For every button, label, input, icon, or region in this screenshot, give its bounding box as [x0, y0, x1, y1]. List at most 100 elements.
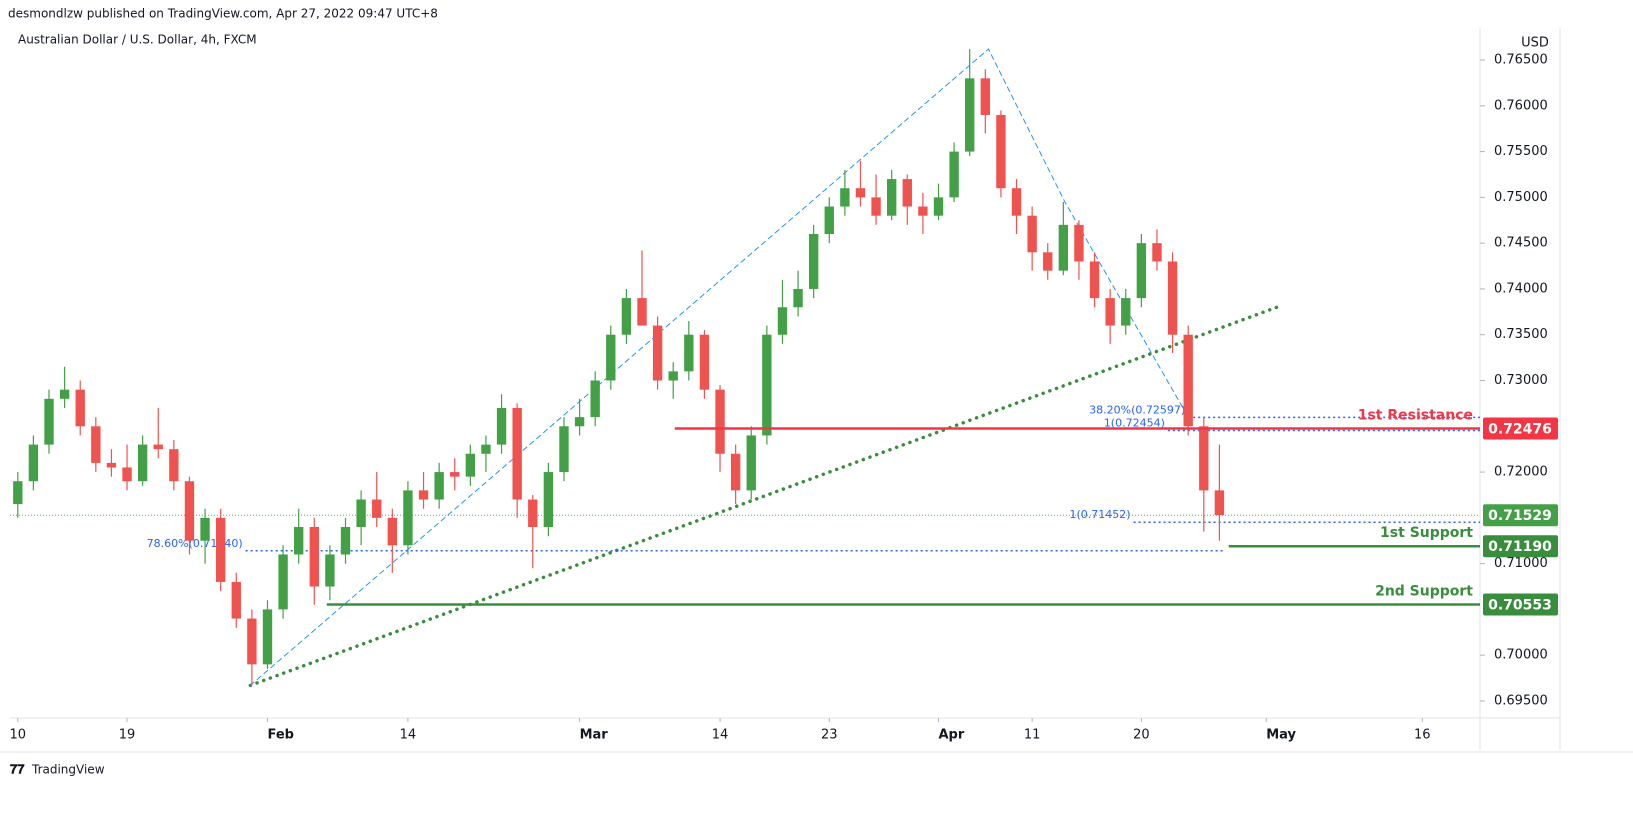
x-tick-label: Apr: [939, 728, 965, 743]
candle-body: [528, 499, 538, 528]
candle-body: [340, 527, 351, 555]
candle-body: [231, 581, 241, 619]
x-tick-label: May: [1266, 728, 1296, 743]
publisher: desmondlzw published on TradingView.com,…: [8, 7, 438, 21]
candle-body: [855, 188, 866, 198]
candle-body: [387, 517, 398, 546]
candle-body: [746, 435, 756, 491]
x-tick-label: 11: [1024, 728, 1041, 743]
y-tick-label: 0.75500: [1494, 144, 1548, 159]
candle-body: [918, 206, 928, 216]
candle-body: [153, 444, 163, 450]
candle-body: [91, 426, 101, 463]
candle-body: [1121, 298, 1131, 326]
candle-body: [684, 334, 694, 372]
candle-body: [137, 444, 148, 482]
x-tick-label: 19: [119, 728, 136, 743]
last-price-box: [1483, 504, 1558, 527]
x-tick-label: 16: [1414, 728, 1431, 743]
candle-body: [668, 371, 678, 381]
x-tick-label: 10: [10, 728, 27, 743]
trendline: [248, 304, 1283, 688]
x-tick-label: 20: [1133, 728, 1150, 743]
candle-body: [949, 151, 959, 198]
candle-body: [215, 517, 226, 582]
candle-body: [496, 407, 507, 445]
currency: USD: [1521, 36, 1549, 51]
level-price-label: 0.71190: [1488, 539, 1552, 555]
candle-body: [325, 554, 335, 587]
pattern-line: [249, 48, 1189, 686]
candle-body: [262, 609, 273, 665]
y-tick-label: 0.76000: [1494, 98, 1548, 113]
candle-body: [1152, 243, 1162, 262]
candle-body: [1136, 243, 1147, 299]
y-tick-label: 0.73000: [1494, 373, 1548, 388]
level-price-label: 0.72476: [1488, 421, 1552, 437]
candle-body: [122, 467, 132, 482]
candle-body: [606, 334, 616, 381]
candle-body: [169, 449, 179, 482]
x-tick-label: 14: [712, 728, 729, 743]
y-tick-label: 0.72000: [1494, 465, 1548, 480]
candle-body: [1214, 490, 1225, 516]
candle-body: [621, 298, 632, 335]
candle-body: [840, 188, 850, 207]
candle-body: [450, 472, 460, 477]
candle-body: [465, 453, 476, 477]
candle-body: [1043, 252, 1053, 271]
candle-body: [1167, 261, 1178, 335]
candle-body: [481, 444, 491, 454]
candle-body: [403, 490, 413, 546]
candle-body: [1074, 224, 1084, 262]
candle-body: [418, 490, 429, 500]
candle-body: [559, 426, 569, 473]
level-price-box: [1483, 535, 1558, 558]
y-tick-label: 0.73500: [1494, 327, 1548, 342]
fib-label: 1(0.72454): [1104, 416, 1165, 429]
y-tick-label: 0.76500: [1494, 53, 1548, 68]
x-tick-label: 14: [400, 728, 417, 743]
candle-body: [1183, 334, 1193, 427]
fib-label: 78.60%(0.71140): [147, 537, 243, 550]
candle-body: [933, 197, 944, 216]
candle-body: [294, 527, 304, 555]
candle-body: [247, 618, 257, 665]
candle-body: [777, 307, 788, 335]
level-price-box: [1483, 593, 1558, 616]
y-tick-label: 0.74500: [1494, 236, 1548, 251]
candle-body: [75, 389, 85, 427]
x-tick-label: 23: [821, 728, 838, 743]
candle-body: [715, 389, 725, 454]
y-tick-label: 0.74000: [1494, 281, 1548, 296]
level-name: 1st Resistance: [1358, 407, 1473, 423]
level-price-box: [1483, 417, 1558, 440]
candle-body: [1105, 298, 1115, 326]
candle-body: [44, 398, 54, 445]
brand[interactable]: TradingView: [31, 763, 105, 777]
candle-body: [512, 407, 522, 500]
candle-body: [356, 499, 366, 528]
y-tick-label: 0.71000: [1494, 556, 1548, 571]
candle-body: [543, 472, 554, 528]
candle-body: [200, 517, 210, 541]
candle-body: [965, 78, 975, 152]
y-tick-label: 0.70000: [1494, 648, 1548, 663]
y-tick-label: 0.75000: [1494, 190, 1548, 205]
candle-body: [1011, 188, 1022, 216]
candle-body: [590, 380, 600, 418]
candle-body: [824, 206, 834, 235]
candle-body: [1199, 426, 1209, 491]
x-tick-label: Feb: [267, 728, 293, 743]
candle-body: [980, 78, 990, 115]
candle-body: [637, 298, 647, 326]
candle-body: [793, 288, 803, 308]
candle-body: [1027, 215, 1037, 253]
level-name: 2nd Support: [1375, 584, 1473, 600]
candle-body: [574, 417, 585, 427]
y-tick-label: 0.69500: [1494, 693, 1548, 708]
x-tick-label: Mar: [580, 728, 609, 743]
level-name: 1st Support: [1380, 525, 1473, 541]
candle-body: [278, 554, 288, 610]
